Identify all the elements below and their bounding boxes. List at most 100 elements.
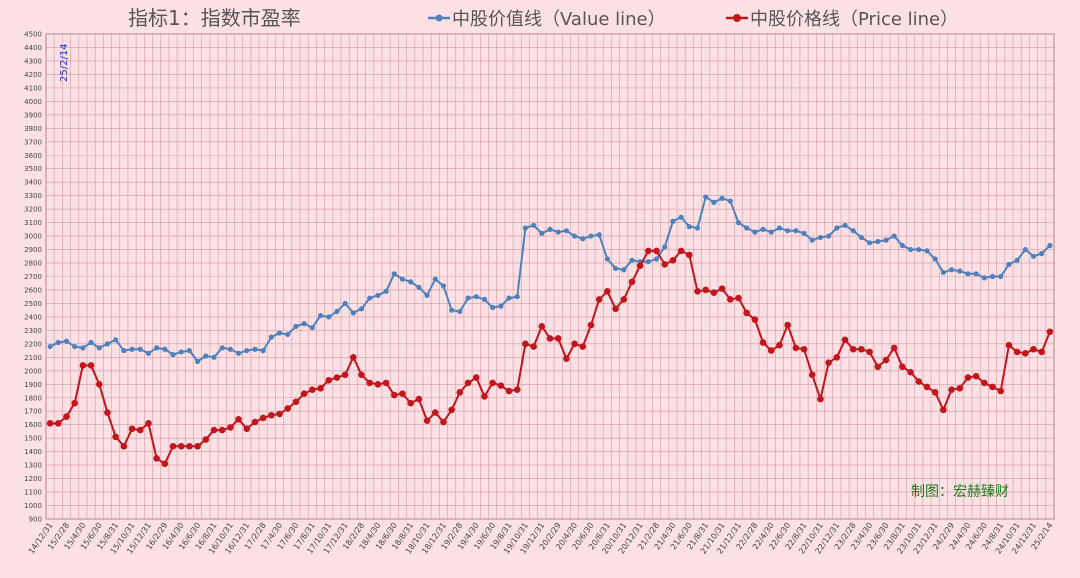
price-line-point (423, 417, 431, 424)
y-tick-label: 3500 (24, 165, 42, 173)
price-line-point (382, 379, 390, 387)
value-line-point (416, 284, 422, 290)
value-line-point (899, 242, 905, 249)
price-line-point (907, 368, 914, 376)
value-line-point (506, 295, 512, 301)
value-line-point (104, 341, 111, 347)
value-line-point (752, 229, 758, 235)
value-line-point (186, 348, 193, 354)
value-line-point (826, 233, 832, 239)
value-line-point (260, 348, 266, 354)
y-tick-label: 2200 (24, 340, 42, 348)
price-line-point (136, 426, 144, 434)
price-line-point (431, 409, 439, 416)
value-line-point (957, 268, 963, 274)
price-line-point (513, 386, 521, 393)
price-line-point (546, 335, 554, 342)
price-line-point (833, 354, 841, 361)
y-tick-label: 3800 (24, 125, 42, 133)
value-line-point (268, 334, 274, 340)
y-tick-label: 2300 (24, 327, 42, 335)
price-line-point (169, 442, 177, 450)
price-line-point (661, 261, 669, 268)
price-line-point (636, 262, 644, 270)
price-line-point (407, 399, 414, 407)
price-line-point (95, 380, 103, 388)
value-line-point (588, 233, 594, 239)
value-line-point (317, 312, 324, 319)
y-tick-label: 4300 (24, 57, 42, 65)
price-line-point (79, 362, 87, 369)
value-line-point (154, 345, 160, 351)
value-line-point (342, 300, 348, 307)
value-line-point (932, 256, 938, 262)
price-line-point (1013, 348, 1021, 356)
value-line-point (137, 346, 143, 352)
price-line-series (46, 247, 1054, 468)
price-line-point (989, 383, 996, 391)
value-line-point (531, 222, 537, 228)
value-line-point (522, 225, 529, 231)
value-line-point (563, 228, 569, 234)
value-line-point (670, 218, 676, 224)
price-line-point (702, 286, 710, 294)
value-line-point (293, 323, 299, 329)
price-line-point (948, 386, 955, 393)
price-line-point (522, 340, 529, 348)
value-line-point (842, 222, 848, 228)
value-line-point (604, 256, 610, 262)
value-line-point (473, 294, 479, 300)
price-line-point (505, 387, 513, 395)
value-line-point (457, 308, 463, 315)
value-line-point (383, 288, 389, 294)
price-line-point (882, 356, 890, 364)
legend-price-line-marker (733, 14, 741, 22)
value-line-point (760, 226, 766, 232)
value-line-point (72, 343, 78, 350)
price-line-point (1038, 348, 1046, 356)
value-line-point (555, 229, 561, 235)
price-line-point (784, 321, 791, 329)
value-line-point (408, 279, 414, 285)
price-line-point (530, 343, 537, 350)
value-line-point (1030, 253, 1037, 259)
price-line-point (718, 285, 726, 292)
price-line-point (284, 405, 292, 412)
value-line-point (432, 276, 438, 282)
price-line-point (489, 379, 496, 387)
price-line-point (792, 344, 800, 352)
value-line-point (768, 229, 774, 235)
value-line-point (785, 228, 791, 234)
value-line-point (465, 295, 471, 301)
value-line-point (514, 294, 520, 300)
value-line-point (80, 345, 86, 351)
value-line-point (571, 233, 578, 239)
price-line-point (964, 374, 972, 381)
price-line-point (981, 379, 988, 387)
value-line-point (490, 304, 496, 311)
value-line-point (203, 353, 209, 359)
price-line-point (333, 374, 341, 381)
price-line-point (890, 344, 898, 352)
price-line-point (456, 389, 464, 396)
y-tick-label: 2500 (24, 300, 42, 308)
value-line-point (1014, 257, 1020, 263)
price-line-point (358, 371, 365, 379)
value-line-point (858, 234, 865, 241)
y-tick-label: 1600 (24, 421, 42, 429)
price-line-point (571, 340, 578, 348)
price-line-point (440, 418, 447, 426)
value-line-point (276, 330, 283, 336)
value-line-point (440, 283, 447, 289)
price-line-point (669, 257, 677, 264)
value-line-point (645, 259, 651, 265)
y-tick-label: 1900 (24, 381, 42, 389)
y-tick-label: 1100 (24, 489, 42, 497)
price-line-point (817, 395, 824, 403)
price-line-point (940, 406, 947, 414)
price-line-point (366, 379, 374, 387)
value-line-point (285, 331, 291, 338)
value-line-point (703, 194, 709, 200)
